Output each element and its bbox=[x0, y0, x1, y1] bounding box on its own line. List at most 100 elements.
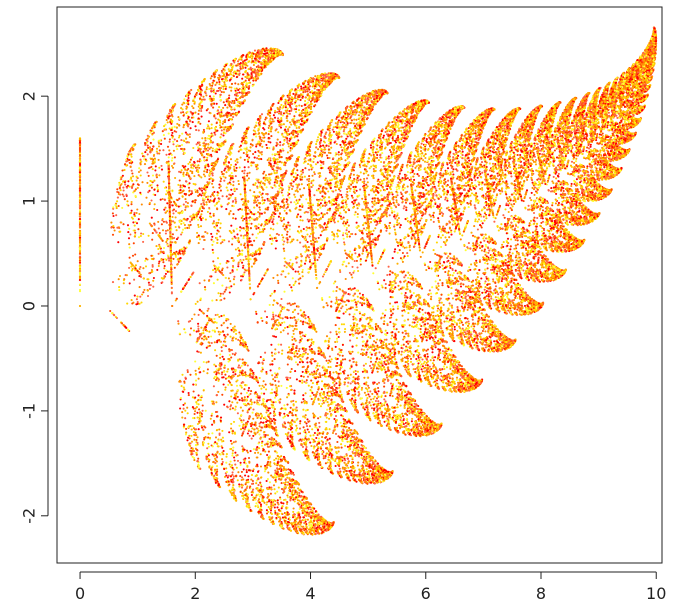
data-point bbox=[253, 162, 255, 164]
data-point bbox=[368, 194, 370, 196]
data-point bbox=[371, 401, 373, 403]
data-point bbox=[446, 320, 448, 322]
data-point bbox=[212, 260, 214, 262]
data-point bbox=[203, 370, 205, 372]
data-point bbox=[296, 127, 298, 129]
data-point bbox=[131, 201, 133, 203]
data-point bbox=[487, 173, 489, 175]
data-point bbox=[318, 365, 320, 367]
data-point bbox=[403, 351, 405, 353]
data-point bbox=[379, 181, 381, 183]
data-point bbox=[348, 231, 350, 233]
data-point bbox=[464, 331, 466, 333]
data-point bbox=[263, 386, 265, 388]
data-point bbox=[246, 398, 248, 400]
data-point bbox=[261, 146, 263, 148]
data-point bbox=[191, 190, 193, 192]
data-point bbox=[222, 123, 224, 125]
data-point bbox=[424, 312, 426, 314]
data-point bbox=[541, 227, 543, 229]
data-point bbox=[188, 392, 190, 394]
data-point bbox=[251, 401, 253, 403]
data-point bbox=[370, 154, 372, 156]
data-point bbox=[239, 418, 241, 420]
data-point bbox=[302, 246, 304, 248]
data-point bbox=[355, 179, 357, 181]
data-point bbox=[517, 230, 519, 232]
data-point bbox=[241, 170, 243, 172]
data-points-group bbox=[79, 26, 657, 535]
data-point bbox=[376, 338, 378, 340]
data-point bbox=[288, 126, 290, 128]
data-point bbox=[272, 476, 274, 478]
data-point bbox=[255, 136, 257, 138]
data-point bbox=[289, 140, 291, 142]
data-point bbox=[350, 274, 352, 276]
data-point bbox=[269, 304, 271, 306]
data-point bbox=[444, 236, 446, 238]
data-point bbox=[529, 232, 531, 234]
data-point bbox=[198, 394, 200, 396]
data-point bbox=[225, 208, 227, 210]
data-point bbox=[158, 262, 160, 264]
data-point bbox=[357, 371, 359, 373]
data-point bbox=[223, 91, 225, 93]
data-point bbox=[257, 211, 259, 213]
data-point bbox=[118, 182, 120, 184]
data-point bbox=[197, 323, 199, 325]
data-point bbox=[275, 384, 277, 386]
data-point bbox=[446, 200, 448, 202]
data-point bbox=[229, 463, 231, 465]
data-point bbox=[223, 88, 225, 90]
data-point bbox=[288, 346, 290, 348]
data-point bbox=[520, 142, 522, 144]
data-point bbox=[259, 399, 261, 401]
data-point bbox=[153, 208, 155, 210]
data-point bbox=[219, 235, 221, 237]
data-point bbox=[230, 285, 232, 287]
data-point bbox=[306, 179, 308, 181]
data-point bbox=[127, 180, 129, 182]
data-point bbox=[389, 149, 391, 151]
data-point bbox=[299, 219, 301, 221]
data-point bbox=[218, 81, 220, 83]
data-point bbox=[249, 189, 251, 191]
data-point bbox=[240, 407, 242, 409]
data-point bbox=[516, 264, 518, 266]
data-point bbox=[336, 206, 338, 208]
data-point bbox=[510, 204, 512, 206]
data-point bbox=[183, 140, 185, 142]
data-point bbox=[221, 129, 223, 131]
data-point bbox=[375, 267, 377, 269]
data-point bbox=[366, 468, 368, 470]
data-point bbox=[332, 371, 334, 373]
data-point bbox=[288, 110, 290, 112]
data-point bbox=[461, 234, 463, 236]
data-point bbox=[416, 324, 418, 326]
data-point bbox=[482, 222, 484, 224]
data-point bbox=[315, 367, 317, 369]
data-point bbox=[220, 417, 222, 419]
data-point bbox=[222, 107, 224, 109]
data-point bbox=[347, 382, 349, 384]
data-point bbox=[325, 76, 327, 78]
data-point bbox=[208, 454, 210, 456]
data-point bbox=[296, 378, 298, 380]
data-point bbox=[355, 301, 357, 303]
data-point bbox=[590, 144, 592, 146]
data-point bbox=[217, 222, 219, 224]
data-point bbox=[509, 224, 511, 226]
data-point bbox=[179, 145, 181, 147]
data-point bbox=[563, 190, 565, 192]
data-point bbox=[210, 335, 212, 337]
data-point bbox=[557, 224, 559, 226]
data-point bbox=[465, 185, 467, 187]
data-point bbox=[362, 352, 364, 354]
data-point bbox=[260, 417, 262, 419]
data-point bbox=[239, 475, 241, 477]
data-point bbox=[193, 313, 195, 315]
data-point bbox=[411, 420, 413, 422]
data-point bbox=[227, 384, 229, 386]
data-point bbox=[424, 185, 426, 187]
data-point bbox=[132, 221, 134, 223]
